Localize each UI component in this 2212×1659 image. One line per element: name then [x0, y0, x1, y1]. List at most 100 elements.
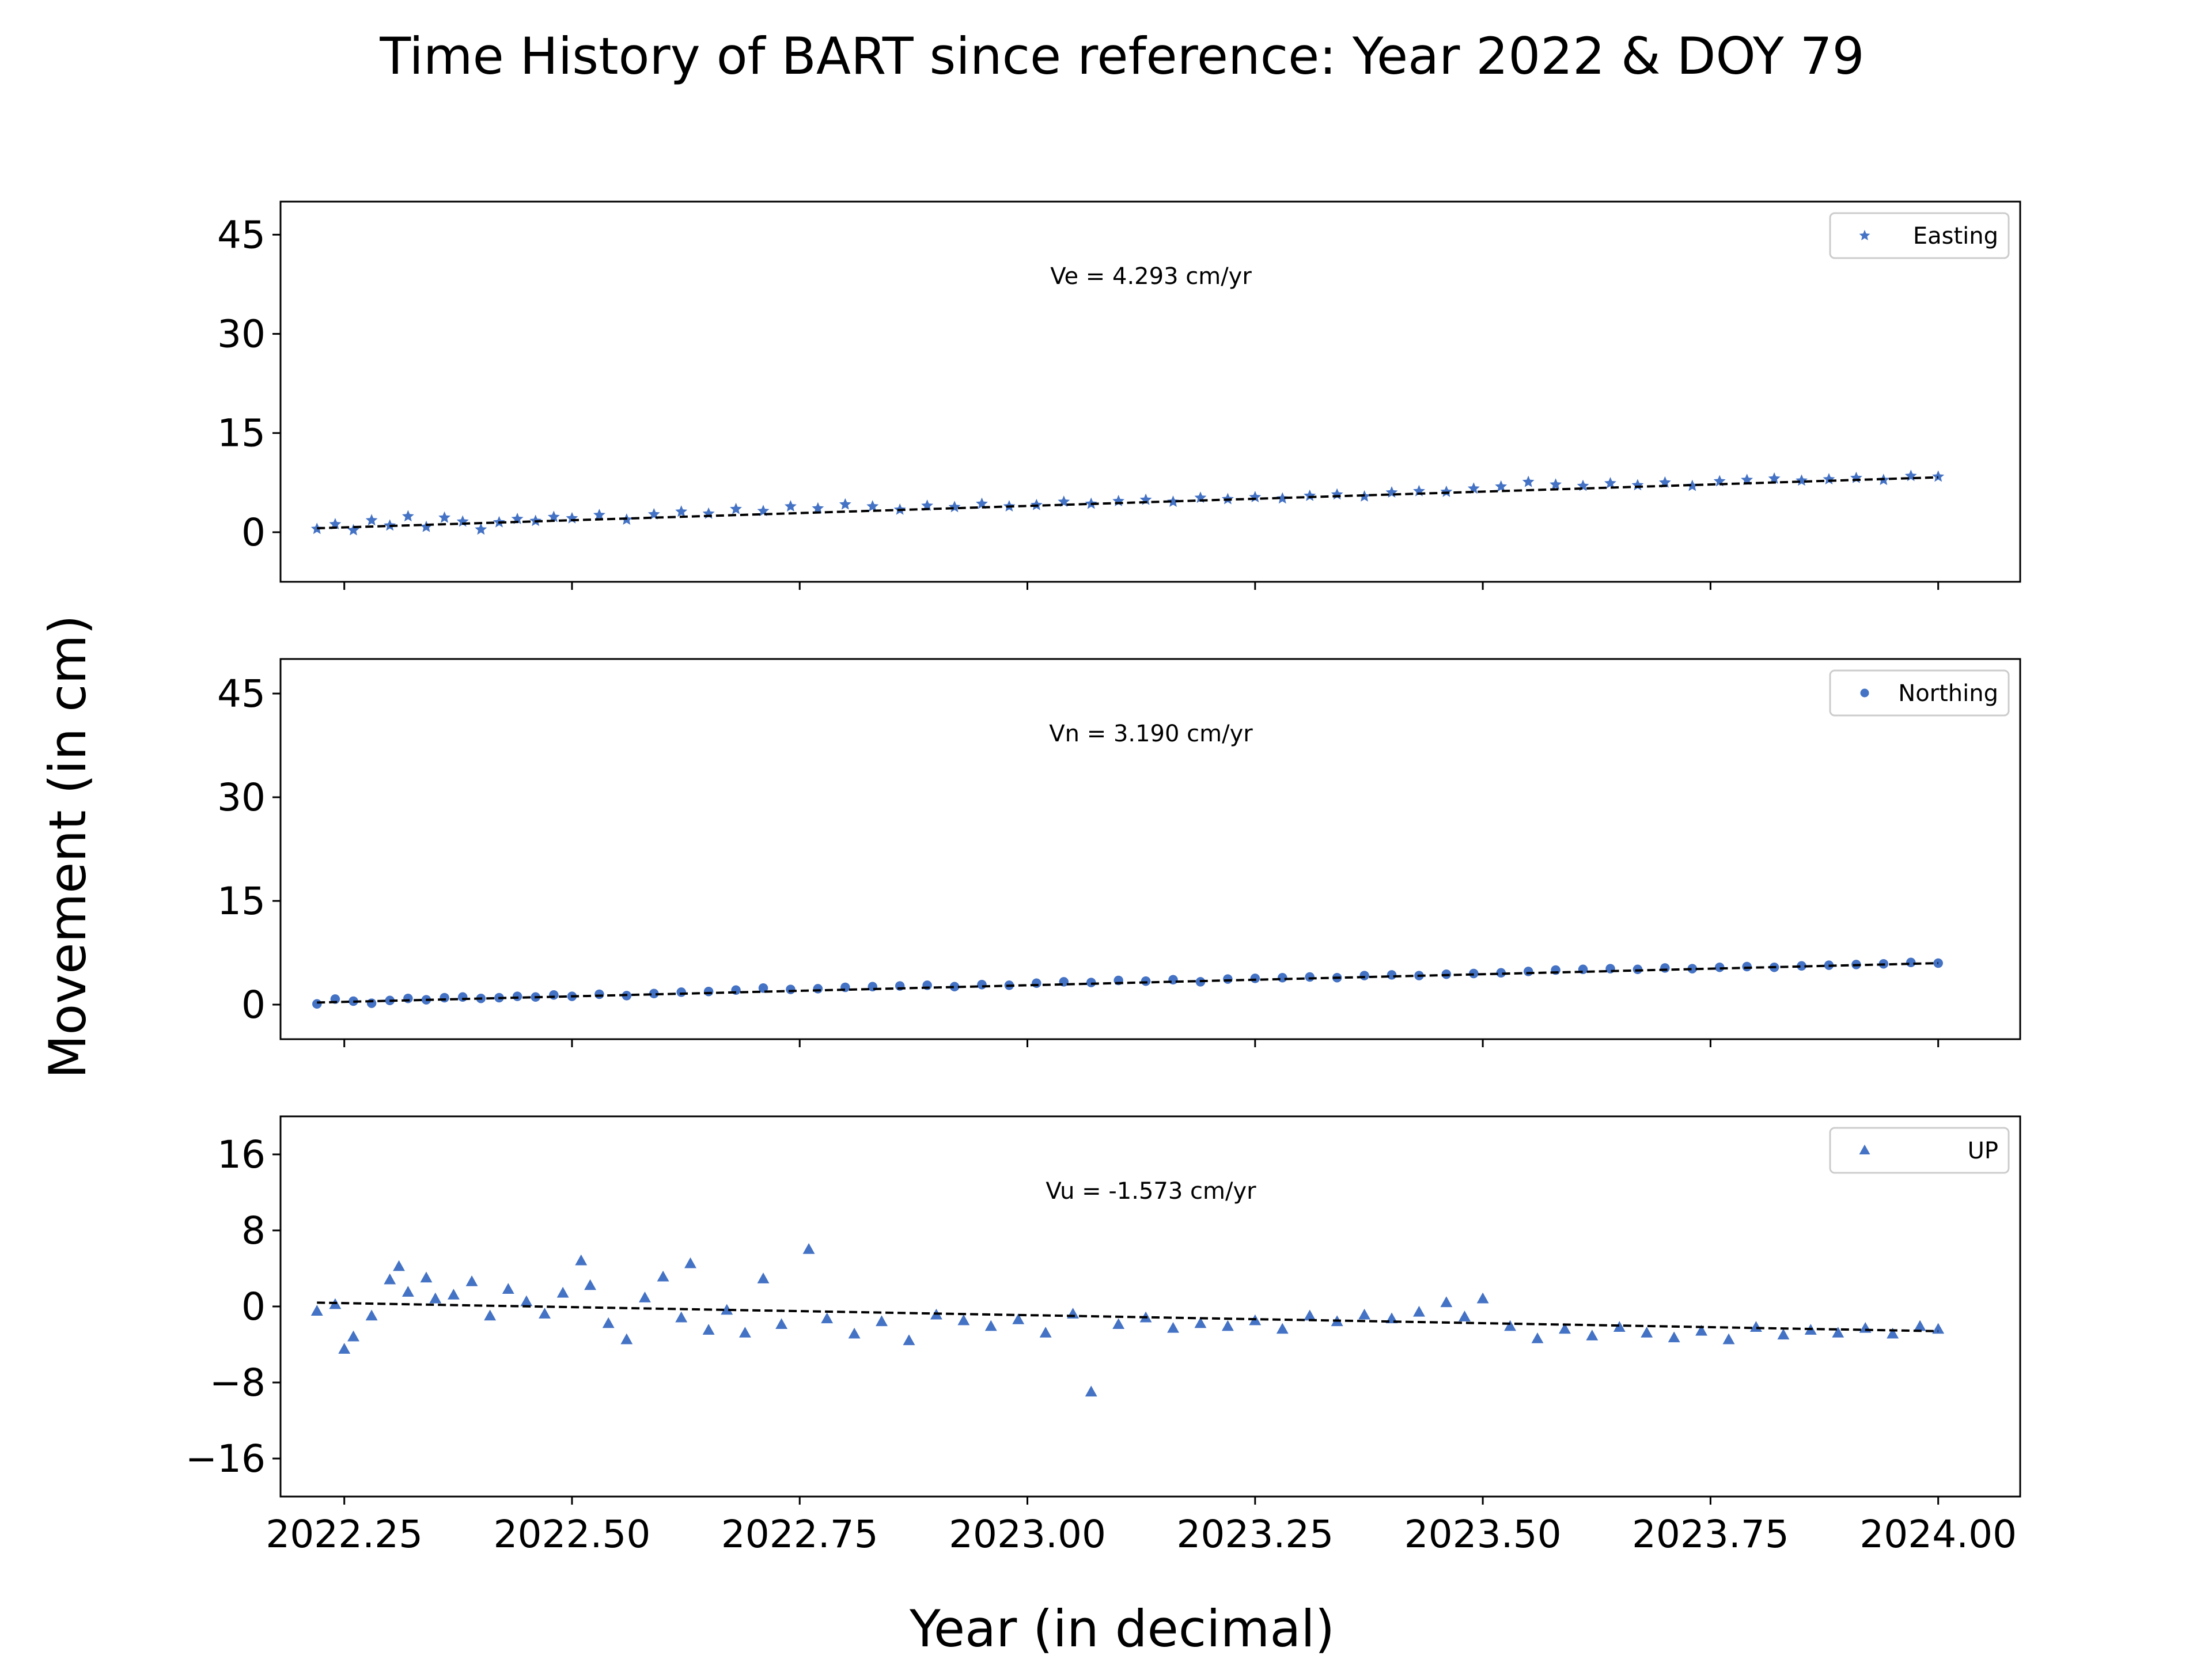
data-point: [1167, 1321, 1179, 1333]
y-tick-label: 30: [217, 775, 266, 820]
y-tick-label: 45: [217, 213, 266, 257]
x-tick-label: 2023.00: [949, 1512, 1106, 1556]
legend-marker: [1859, 230, 1870, 241]
data-point: [1613, 1321, 1626, 1332]
data-point: [440, 993, 449, 1003]
data-point: [812, 502, 824, 514]
data-point: [1768, 472, 1781, 484]
data-point: [1168, 975, 1178, 985]
legend-box: [1829, 1127, 2010, 1174]
data-point: [484, 1309, 497, 1321]
data-point: [512, 991, 522, 1001]
plot-frame-east: [279, 200, 2021, 583]
data-point: [1695, 1324, 1708, 1336]
data-point: [1604, 477, 1616, 488]
data-point: [420, 520, 433, 532]
velocity-annotation-east: Ve = 4.293 cm/yr: [1050, 263, 1252, 290]
data-point: [1687, 964, 1698, 974]
y-tick-label: 15: [217, 879, 266, 923]
data-point: [949, 982, 960, 992]
data-point: [1722, 1333, 1735, 1344]
data-point: [1914, 1320, 1926, 1331]
data-point: [1932, 470, 1945, 482]
data-point: [365, 1309, 378, 1321]
data-point: [1250, 974, 1260, 983]
velocity-annotation-up: Vu = -1.573 cm/yr: [1046, 1178, 1256, 1205]
data-point: [465, 1275, 478, 1286]
data-point: [1194, 1317, 1207, 1328]
data-point: [457, 992, 468, 1002]
legend-box: [1829, 669, 2010, 717]
legend-marker: [1860, 688, 1869, 698]
legend-east: Easting: [1829, 212, 2010, 259]
data-point: [703, 986, 714, 997]
data-point: [1459, 1310, 1471, 1321]
data-point: [876, 1315, 888, 1327]
data-point: [438, 511, 451, 523]
data-point: [602, 1317, 615, 1328]
data-point: [786, 984, 796, 994]
data-point: [347, 524, 359, 536]
data-point: [903, 1334, 915, 1346]
x-tick-label: 2022.25: [266, 1512, 423, 1556]
data-point: [676, 987, 686, 997]
data-point: [1467, 482, 1480, 494]
data-point: [1496, 968, 1506, 978]
y-tick-label: −16: [185, 1437, 266, 1481]
subplots: 0 15 30 45 Ve = 4.293 cm/yr Easting 0 15 30 45 Vn …: [185, 200, 2021, 1556]
data-point: [1668, 1331, 1680, 1343]
data-point: [1358, 1308, 1371, 1320]
legend-marker: [1859, 1145, 1870, 1154]
data-point: [310, 1305, 323, 1316]
data-point: [730, 502, 742, 514]
data-point: [1476, 1292, 1489, 1304]
x-tick-label: 2023.75: [1632, 1512, 1789, 1556]
data-point: [402, 510, 414, 522]
data-point: [1112, 1318, 1125, 1330]
x-tick-label: 2023.50: [1404, 1512, 1562, 1556]
data-point: [1832, 1327, 1844, 1338]
y-tick-label: 16: [217, 1132, 266, 1177]
legend-up: UP: [1829, 1127, 2010, 1174]
subplot-north: 0 15 30 45 Vn = 3.190 cm/yr Northing: [217, 658, 2021, 1047]
data-point: [721, 1304, 733, 1315]
data-point: [839, 498, 851, 510]
data-point: [1359, 971, 1369, 980]
data-point: [1714, 962, 1725, 972]
data-point: [593, 509, 605, 520]
data-point: [539, 1308, 551, 1319]
data-point: [757, 1272, 770, 1283]
data-point: [365, 514, 378, 526]
y-tick-label: 0: [241, 983, 266, 1027]
subplot-up: −16 −8 0 8 16 2022.25 2022.50 2022.75 2023.00 202…: [185, 1115, 2021, 1556]
y-tick-label: 0: [241, 510, 266, 555]
data-point: [1032, 978, 1041, 988]
data-point: [456, 515, 469, 527]
data-point: [338, 1343, 351, 1354]
plot-frame-north: [279, 658, 2021, 1040]
data-point: [848, 1327, 861, 1339]
data-point: [1713, 475, 1726, 487]
data-point: [976, 497, 988, 509]
data-point: [1276, 1323, 1289, 1334]
data-point: [1906, 957, 1916, 968]
x-tick-label: 2023.25: [1176, 1512, 1334, 1556]
data-point: [738, 1327, 751, 1338]
legend-north: Northing: [1829, 669, 2010, 717]
x-tick-label: 2024.00: [1859, 1512, 2017, 1556]
data-point: [802, 1243, 815, 1254]
data-point: [1304, 1309, 1316, 1321]
data-point: [1495, 480, 1508, 492]
data-point: [402, 1286, 414, 1297]
trend-line-north: [317, 962, 1938, 1004]
data-point: [1387, 970, 1397, 980]
legend-label: Easting: [1913, 223, 1998, 249]
x-tick-label: 2022.75: [721, 1512, 878, 1556]
data-point: [329, 518, 342, 529]
data-point: [1641, 1327, 1653, 1338]
y-tick-label: 8: [241, 1209, 266, 1253]
data-point: [1797, 961, 1806, 971]
data-point: [575, 1254, 588, 1266]
data-point: [775, 1318, 788, 1330]
